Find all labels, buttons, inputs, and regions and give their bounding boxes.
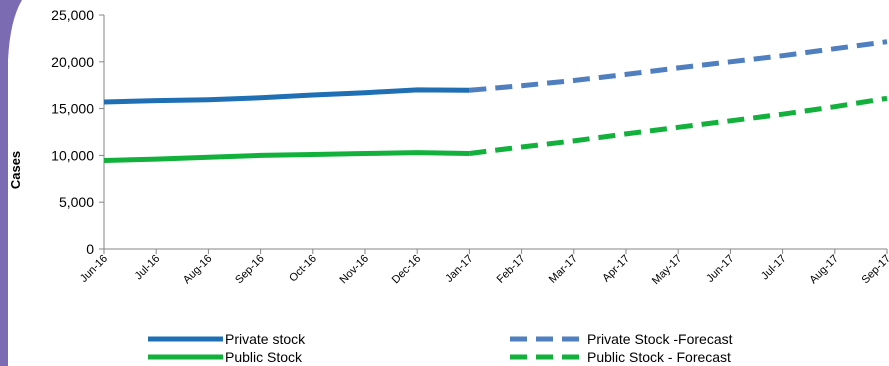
x-tick-label: Dec-16 <box>390 253 424 287</box>
y-tick-label: 20,000 <box>51 54 94 70</box>
x-tick-label: Feb-17 <box>495 253 528 286</box>
x-tick-label: Jul-17 <box>759 253 789 283</box>
x-tick-label: Jul-16 <box>133 253 163 283</box>
y-tick-label: 0 <box>86 241 94 257</box>
y-tick-label: 10,000 <box>51 147 94 163</box>
y-tick-label: 25,000 <box>51 7 94 23</box>
y-tick-label: 15,000 <box>51 101 94 117</box>
x-tick-label: Sep-17 <box>860 253 889 287</box>
x-tick-label: Nov-16 <box>338 253 372 287</box>
series-line-3 <box>469 95 888 156</box>
legend-label-0: Private stock <box>225 331 306 347</box>
x-tick-label: Aug-16 <box>181 253 215 287</box>
y-tick-label: 5,000 <box>59 194 94 210</box>
x-tick-label: Sep-16 <box>233 253 267 287</box>
axes <box>99 14 888 254</box>
x-tick-label: Mar-17 <box>547 253 580 286</box>
x-tick-labels: Jun-16 Jul-16 Aug-16 Sep-16 Oct-16 Nov-16 Dec-… <box>78 253 889 287</box>
x-tick-label: Jun-16 <box>78 253 110 285</box>
x-tick-label: Apr-17 <box>600 253 632 285</box>
y-tick-labels: 0 5,000 10,000 15,000 20,000 25,000 <box>51 7 94 257</box>
legend: Private stock Public Stock Private Stock -… <box>148 331 733 365</box>
x-tick-label: Aug-17 <box>807 253 841 287</box>
frame-decoration <box>0 0 22 366</box>
series-line-2 <box>469 39 888 93</box>
series-lines <box>103 39 888 163</box>
series-line-0 <box>103 87 470 105</box>
x-tick-label: May-17 <box>650 253 684 287</box>
x-tick-label: Oct-16 <box>287 253 319 285</box>
series-line-1 <box>103 150 470 163</box>
legend-label-3: Public Stock - Forecast <box>587 349 731 365</box>
y-axis-label: Cases <box>8 151 23 189</box>
x-tick-label: Jun-17 <box>704 253 736 285</box>
legend-label-1: Public Stock <box>225 349 303 365</box>
legend-label-2: Private Stock -Forecast <box>587 331 733 347</box>
x-tick-label: Jan-17 <box>443 253 475 285</box>
